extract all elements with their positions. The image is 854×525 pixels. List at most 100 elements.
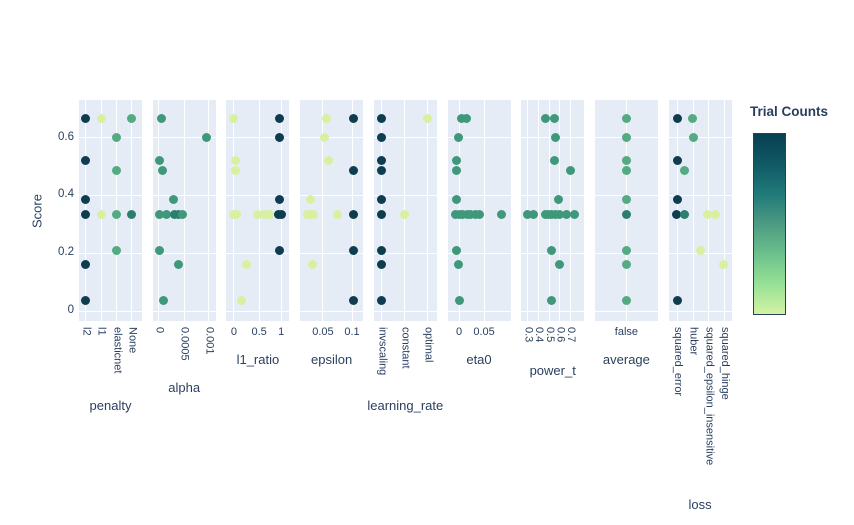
data-point[interactable]: [323, 156, 333, 166]
data-point[interactable]: [377, 209, 387, 219]
data-point[interactable]: [452, 156, 462, 166]
data-point[interactable]: [275, 195, 285, 205]
data-point[interactable]: [621, 296, 631, 306]
data-point[interactable]: [127, 113, 137, 123]
data-point[interactable]: [523, 209, 533, 219]
data-point[interactable]: [178, 209, 188, 219]
data-point[interactable]: [555, 209, 565, 219]
data-point[interactable]: [275, 245, 285, 255]
data-point[interactable]: [348, 245, 358, 255]
data-point[interactable]: [275, 113, 285, 123]
data-point[interactable]: [377, 260, 387, 270]
data-point[interactable]: [551, 133, 561, 143]
data-point[interactable]: [231, 209, 241, 219]
data-point[interactable]: [348, 166, 358, 176]
data-point[interactable]: [81, 113, 91, 123]
data-point[interactable]: [454, 260, 464, 270]
data-point[interactable]: [555, 260, 565, 270]
data-point[interactable]: [455, 296, 465, 306]
data-point[interactable]: [158, 166, 168, 176]
data-point[interactable]: [550, 156, 560, 166]
data-point[interactable]: [173, 260, 183, 270]
data-point[interactable]: [673, 195, 683, 205]
data-point[interactable]: [229, 113, 239, 123]
data-point[interactable]: [452, 245, 462, 255]
data-point[interactable]: [453, 133, 463, 143]
data-point[interactable]: [452, 195, 462, 205]
data-point[interactable]: [264, 209, 274, 219]
data-point[interactable]: [711, 209, 721, 219]
data-point[interactable]: [202, 133, 212, 143]
data-point[interactable]: [112, 209, 122, 219]
data-point[interactable]: [461, 113, 471, 123]
data-point[interactable]: [621, 133, 631, 143]
data-point[interactable]: [554, 195, 564, 205]
data-point[interactable]: [253, 209, 263, 219]
data-point[interactable]: [688, 113, 698, 123]
data-point[interactable]: [496, 209, 506, 219]
data-point[interactable]: [621, 260, 631, 270]
data-point[interactable]: [680, 166, 690, 176]
data-point[interactable]: [349, 113, 359, 123]
data-point[interactable]: [565, 166, 575, 176]
data-point[interactable]: [550, 113, 560, 123]
data-point[interactable]: [320, 133, 330, 143]
data-point[interactable]: [377, 113, 387, 123]
data-point[interactable]: [452, 166, 462, 176]
data-point[interactable]: [680, 209, 690, 219]
data-point[interactable]: [159, 296, 169, 306]
data-point[interactable]: [400, 209, 410, 219]
data-point[interactable]: [529, 209, 539, 219]
data-point[interactable]: [155, 245, 165, 255]
data-point[interactable]: [322, 113, 332, 123]
data-point[interactable]: [169, 195, 179, 205]
data-point[interactable]: [127, 209, 137, 219]
data-point[interactable]: [672, 113, 682, 123]
data-point[interactable]: [348, 209, 358, 219]
data-point[interactable]: [162, 209, 172, 219]
data-point[interactable]: [621, 166, 631, 176]
data-point[interactable]: [540, 113, 550, 123]
data-point[interactable]: [230, 166, 240, 176]
data-point[interactable]: [673, 156, 683, 166]
data-point[interactable]: [308, 260, 318, 270]
data-point[interactable]: [96, 113, 106, 123]
data-point[interactable]: [672, 209, 682, 219]
data-point[interactable]: [621, 113, 631, 123]
data-point[interactable]: [570, 209, 580, 219]
data-point[interactable]: [621, 195, 631, 205]
data-point[interactable]: [377, 296, 387, 306]
data-point[interactable]: [689, 133, 699, 143]
data-point[interactable]: [81, 296, 91, 306]
data-point[interactable]: [259, 209, 269, 219]
data-point[interactable]: [81, 156, 91, 166]
data-point[interactable]: [621, 156, 631, 166]
data-point[interactable]: [276, 209, 286, 219]
data-point[interactable]: [423, 113, 433, 123]
data-point[interactable]: [242, 260, 252, 270]
data-point[interactable]: [703, 209, 713, 219]
data-point[interactable]: [306, 195, 316, 205]
data-point[interactable]: [547, 245, 557, 255]
data-point[interactable]: [81, 195, 91, 205]
data-point[interactable]: [621, 209, 631, 219]
data-point[interactable]: [309, 209, 319, 219]
data-point[interactable]: [81, 209, 91, 219]
data-point[interactable]: [377, 245, 387, 255]
data-point[interactable]: [696, 245, 706, 255]
data-point[interactable]: [377, 166, 387, 176]
data-point[interactable]: [275, 133, 285, 143]
data-point[interactable]: [155, 209, 165, 219]
data-point[interactable]: [230, 156, 240, 166]
data-point[interactable]: [621, 245, 631, 255]
data-point[interactable]: [112, 245, 122, 255]
data-point[interactable]: [377, 195, 387, 205]
data-point[interactable]: [562, 209, 572, 219]
data-point[interactable]: [673, 296, 683, 306]
data-point[interactable]: [377, 133, 387, 143]
data-point[interactable]: [474, 209, 484, 219]
data-point[interactable]: [236, 296, 246, 306]
data-point[interactable]: [156, 113, 166, 123]
data-point[interactable]: [155, 156, 165, 166]
data-point[interactable]: [348, 296, 358, 306]
